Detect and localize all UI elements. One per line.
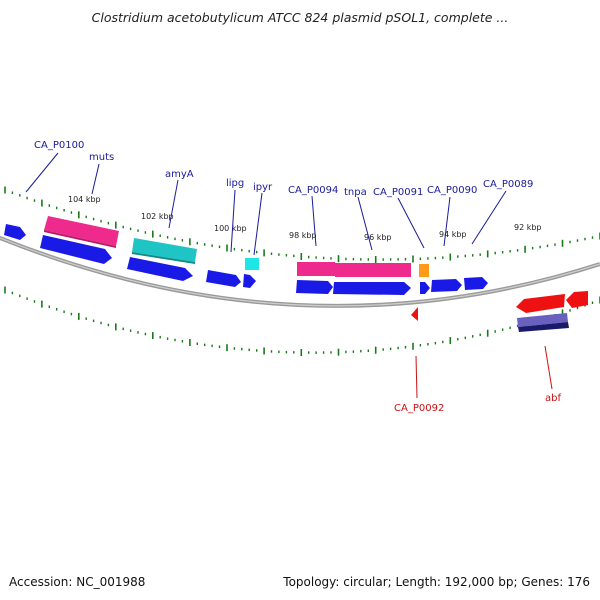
cds-arrow[interactable] <box>243 274 256 288</box>
leader-amyA <box>168 179 179 229</box>
tick-label-98: 98 kbp <box>289 231 317 240</box>
leader-CA_P0094 <box>311 195 317 247</box>
cds-arrow[interactable] <box>431 279 462 292</box>
label-CA_P0100[interactable]: CA_P0100 <box>34 140 84 151</box>
label-abf[interactable]: abf <box>545 393 561 404</box>
leader-muts <box>91 163 100 195</box>
reverse-cds-arrow[interactable] <box>566 291 588 308</box>
label-CA_P0092[interactable]: CA_P0092 <box>394 403 444 414</box>
outer-tick-ring <box>4 186 600 263</box>
cds-arrow[interactable] <box>333 282 411 295</box>
CA_P0094-feature[interactable] <box>297 262 335 276</box>
cds-arrow[interactable] <box>296 280 333 294</box>
tick-label-92: 92 kbp <box>514 223 542 232</box>
gene-labels: CA_P0100 muts amyA lipg ipyr CA_P0094 tn… <box>34 140 561 414</box>
outer-features <box>44 216 429 277</box>
amyA-feature[interactable] <box>132 238 197 262</box>
label-CA_P0091[interactable]: CA_P0091 <box>373 187 423 198</box>
leader-CA_P0091 <box>397 197 425 249</box>
navy-feature[interactable] <box>518 322 569 332</box>
label-tnpa[interactable]: tnpa <box>344 187 367 198</box>
leader-abf <box>544 345 553 390</box>
label-muts[interactable]: muts <box>89 152 114 163</box>
ipyr-feature[interactable] <box>245 258 259 270</box>
tick-label-96: 96 kbp <box>364 233 392 242</box>
muts-feature[interactable] <box>44 216 119 246</box>
label-CA_P0090[interactable]: CA_P0090 <box>427 185 477 196</box>
inner-tick-ring <box>4 286 600 356</box>
leader-CA_P0089 <box>471 190 507 245</box>
leader-tnpa <box>357 196 373 251</box>
tick-label-94: 94 kbp <box>439 230 467 239</box>
topology-summary: Topology: circular; Length: 192,000 bp; … <box>283 575 590 589</box>
cds-arrow[interactable] <box>420 282 430 294</box>
abf-feature[interactable] <box>516 294 565 313</box>
cds-arrow[interactable] <box>127 257 193 281</box>
label-ipyr[interactable]: ipyr <box>253 182 273 193</box>
leader-lipg <box>230 189 236 253</box>
CA_P0091-feature[interactable] <box>419 264 429 277</box>
leader-CA_P0090 <box>443 196 451 247</box>
cds-arrow[interactable] <box>4 224 26 240</box>
label-CA_P0089[interactable]: CA_P0089 <box>483 179 533 190</box>
reverse-features <box>411 291 588 332</box>
cds-arrow[interactable] <box>464 277 488 290</box>
forward-cds <box>4 224 488 295</box>
label-leaders <box>25 152 553 399</box>
cds-arrow[interactable] <box>40 235 112 264</box>
tick-labels: 104 kbp 102 kbp 100 kbp 98 kbp 96 kbp 94… <box>68 195 542 242</box>
plasmid-backbone-highlight <box>0 237 600 307</box>
tick-label-104: 104 kbp <box>68 195 101 204</box>
amyA-feature-shade <box>132 252 195 264</box>
label-lipg[interactable]: lipg <box>226 178 244 189</box>
leader-CA_P0092 <box>415 355 418 399</box>
tick-label-102: 102 kbp <box>141 212 174 221</box>
label-CA_P0094[interactable]: CA_P0094 <box>288 185 338 196</box>
CA_P0092-feature[interactable] <box>411 307 418 321</box>
accession-info: Accession: NC_001988 <box>9 575 146 589</box>
muts-feature-shade <box>44 230 116 248</box>
leader-ipyr <box>253 192 263 256</box>
purple-feature[interactable] <box>517 313 568 327</box>
label-amyA[interactable]: amyA <box>165 169 194 180</box>
tnpa-feature[interactable] <box>335 263 411 277</box>
page-title: Clostridium acetobutylicum ATCC 824 plas… <box>91 10 509 25</box>
leader-CA_P0100 <box>25 152 59 193</box>
cds-arrow[interactable] <box>206 270 241 287</box>
tick-label-100: 100 kbp <box>214 224 247 233</box>
